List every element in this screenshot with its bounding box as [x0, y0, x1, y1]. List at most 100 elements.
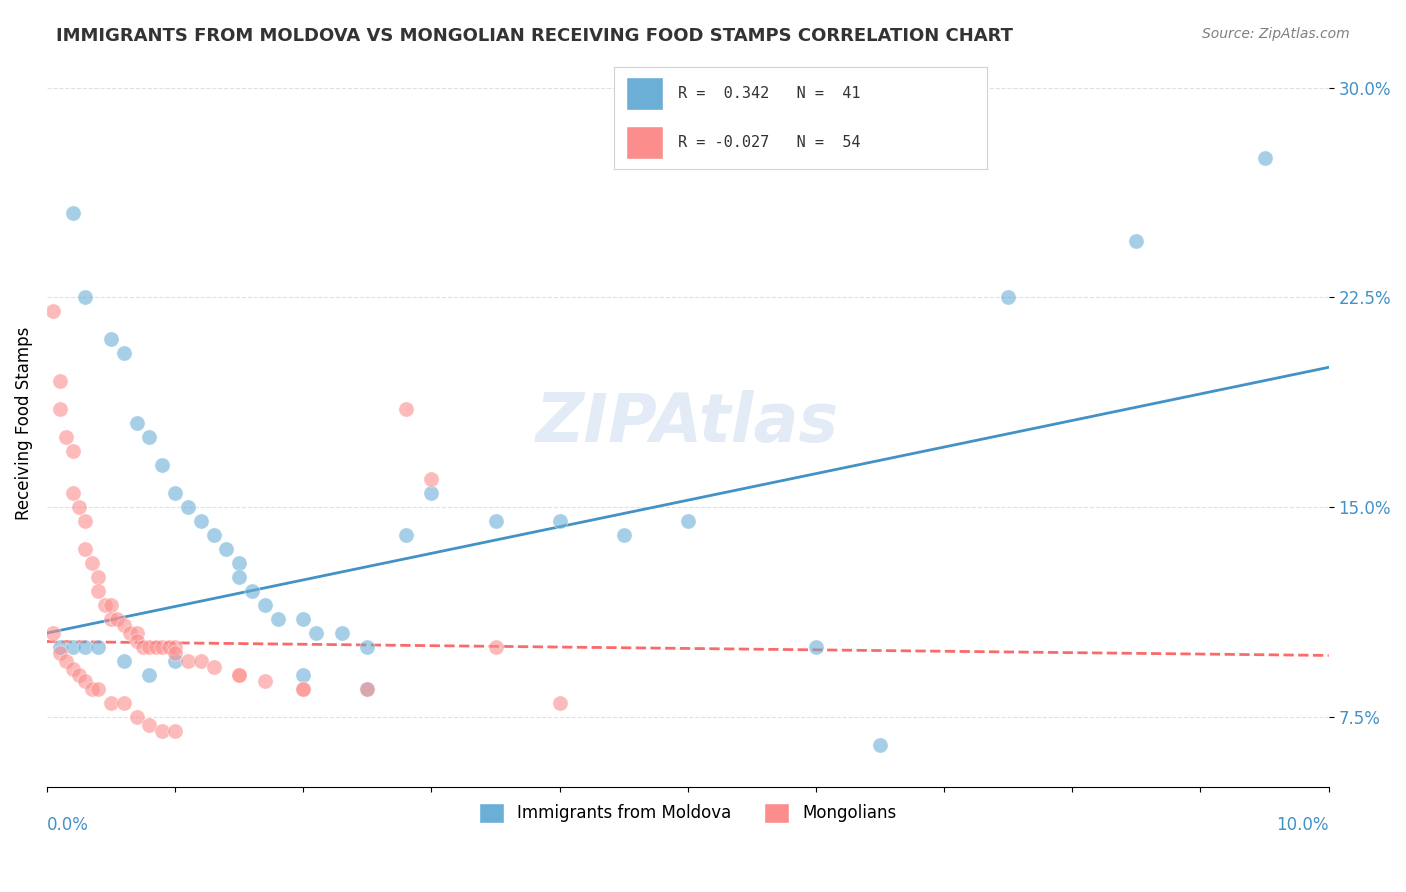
Point	[75, 673, 97, 688]
Point	[138, 430, 160, 444]
Point	[120, 626, 142, 640]
Point	[215, 542, 238, 557]
Point	[48, 374, 70, 388]
Point	[1125, 235, 1147, 249]
Point	[62, 662, 84, 676]
Point	[112, 654, 135, 668]
Point	[132, 640, 155, 654]
Text: 10.0%: 10.0%	[1277, 816, 1329, 834]
Point	[42, 304, 65, 318]
Point	[67, 500, 90, 515]
Text: ZIPAtlas: ZIPAtlas	[536, 391, 839, 457]
Point	[112, 346, 135, 360]
Point	[125, 417, 148, 431]
Point	[165, 486, 187, 500]
Point	[202, 528, 225, 542]
Point	[48, 402, 70, 417]
Point	[87, 640, 110, 654]
Point	[55, 430, 77, 444]
Point	[395, 402, 418, 417]
Point	[100, 696, 122, 710]
Point	[292, 681, 315, 696]
Point	[676, 514, 699, 528]
Point	[356, 681, 378, 696]
Point	[62, 206, 84, 220]
Point	[395, 528, 418, 542]
Point	[150, 458, 173, 473]
Point	[330, 626, 353, 640]
Point	[165, 723, 187, 738]
Point	[112, 617, 135, 632]
Point	[100, 612, 122, 626]
Point	[292, 612, 315, 626]
Point	[292, 681, 315, 696]
Point	[420, 472, 443, 486]
Point	[613, 528, 636, 542]
Point	[484, 514, 506, 528]
Point	[55, 654, 77, 668]
Point	[87, 570, 110, 584]
Point	[93, 598, 115, 612]
Point	[112, 696, 135, 710]
Point	[165, 646, 187, 660]
Point	[292, 668, 315, 682]
Point	[138, 668, 160, 682]
Point	[356, 681, 378, 696]
Text: Source: ZipAtlas.com: Source: ZipAtlas.com	[1202, 27, 1350, 41]
Point	[62, 486, 84, 500]
Point	[125, 626, 148, 640]
Point	[548, 514, 571, 528]
Point	[138, 718, 160, 732]
Point	[190, 654, 212, 668]
Point	[548, 696, 571, 710]
Point	[150, 723, 173, 738]
Point	[75, 290, 97, 304]
Point	[420, 486, 443, 500]
Point	[228, 668, 250, 682]
Point	[997, 290, 1019, 304]
Point	[87, 681, 110, 696]
Point	[145, 640, 167, 654]
Point	[48, 646, 70, 660]
Point	[62, 444, 84, 458]
Point	[240, 584, 263, 599]
Point	[228, 556, 250, 570]
Point	[75, 640, 97, 654]
Point	[125, 634, 148, 648]
Text: IMMIGRANTS FROM MOLDOVA VS MONGOLIAN RECEIVING FOOD STAMPS CORRELATION CHART: IMMIGRANTS FROM MOLDOVA VS MONGOLIAN REC…	[56, 27, 1014, 45]
Point	[1253, 151, 1275, 165]
Point	[356, 640, 378, 654]
Point	[165, 640, 187, 654]
Point	[484, 640, 506, 654]
Point	[75, 514, 97, 528]
Point	[100, 332, 122, 346]
Point	[125, 710, 148, 724]
Point	[80, 681, 103, 696]
Point	[869, 738, 891, 752]
Point	[804, 640, 827, 654]
Point	[87, 584, 110, 599]
Point	[80, 556, 103, 570]
Point	[177, 500, 200, 515]
Point	[67, 668, 90, 682]
Point	[75, 542, 97, 557]
Point	[305, 626, 328, 640]
Bar	[626, 77, 662, 110]
Text: R = -0.027   N =  54: R = -0.027 N = 54	[678, 136, 860, 151]
Text: 0.0%: 0.0%	[46, 816, 89, 834]
Point	[177, 654, 200, 668]
Point	[228, 668, 250, 682]
Point	[100, 598, 122, 612]
Point	[266, 612, 288, 626]
Point	[165, 654, 187, 668]
Point	[190, 514, 212, 528]
Point	[202, 659, 225, 673]
Point	[48, 640, 70, 654]
Point	[150, 640, 173, 654]
Point	[42, 626, 65, 640]
Point	[157, 640, 180, 654]
Point	[228, 570, 250, 584]
Legend: Immigrants from Moldova, Mongolians: Immigrants from Moldova, Mongolians	[472, 796, 904, 830]
Point	[105, 612, 128, 626]
Point	[138, 640, 160, 654]
